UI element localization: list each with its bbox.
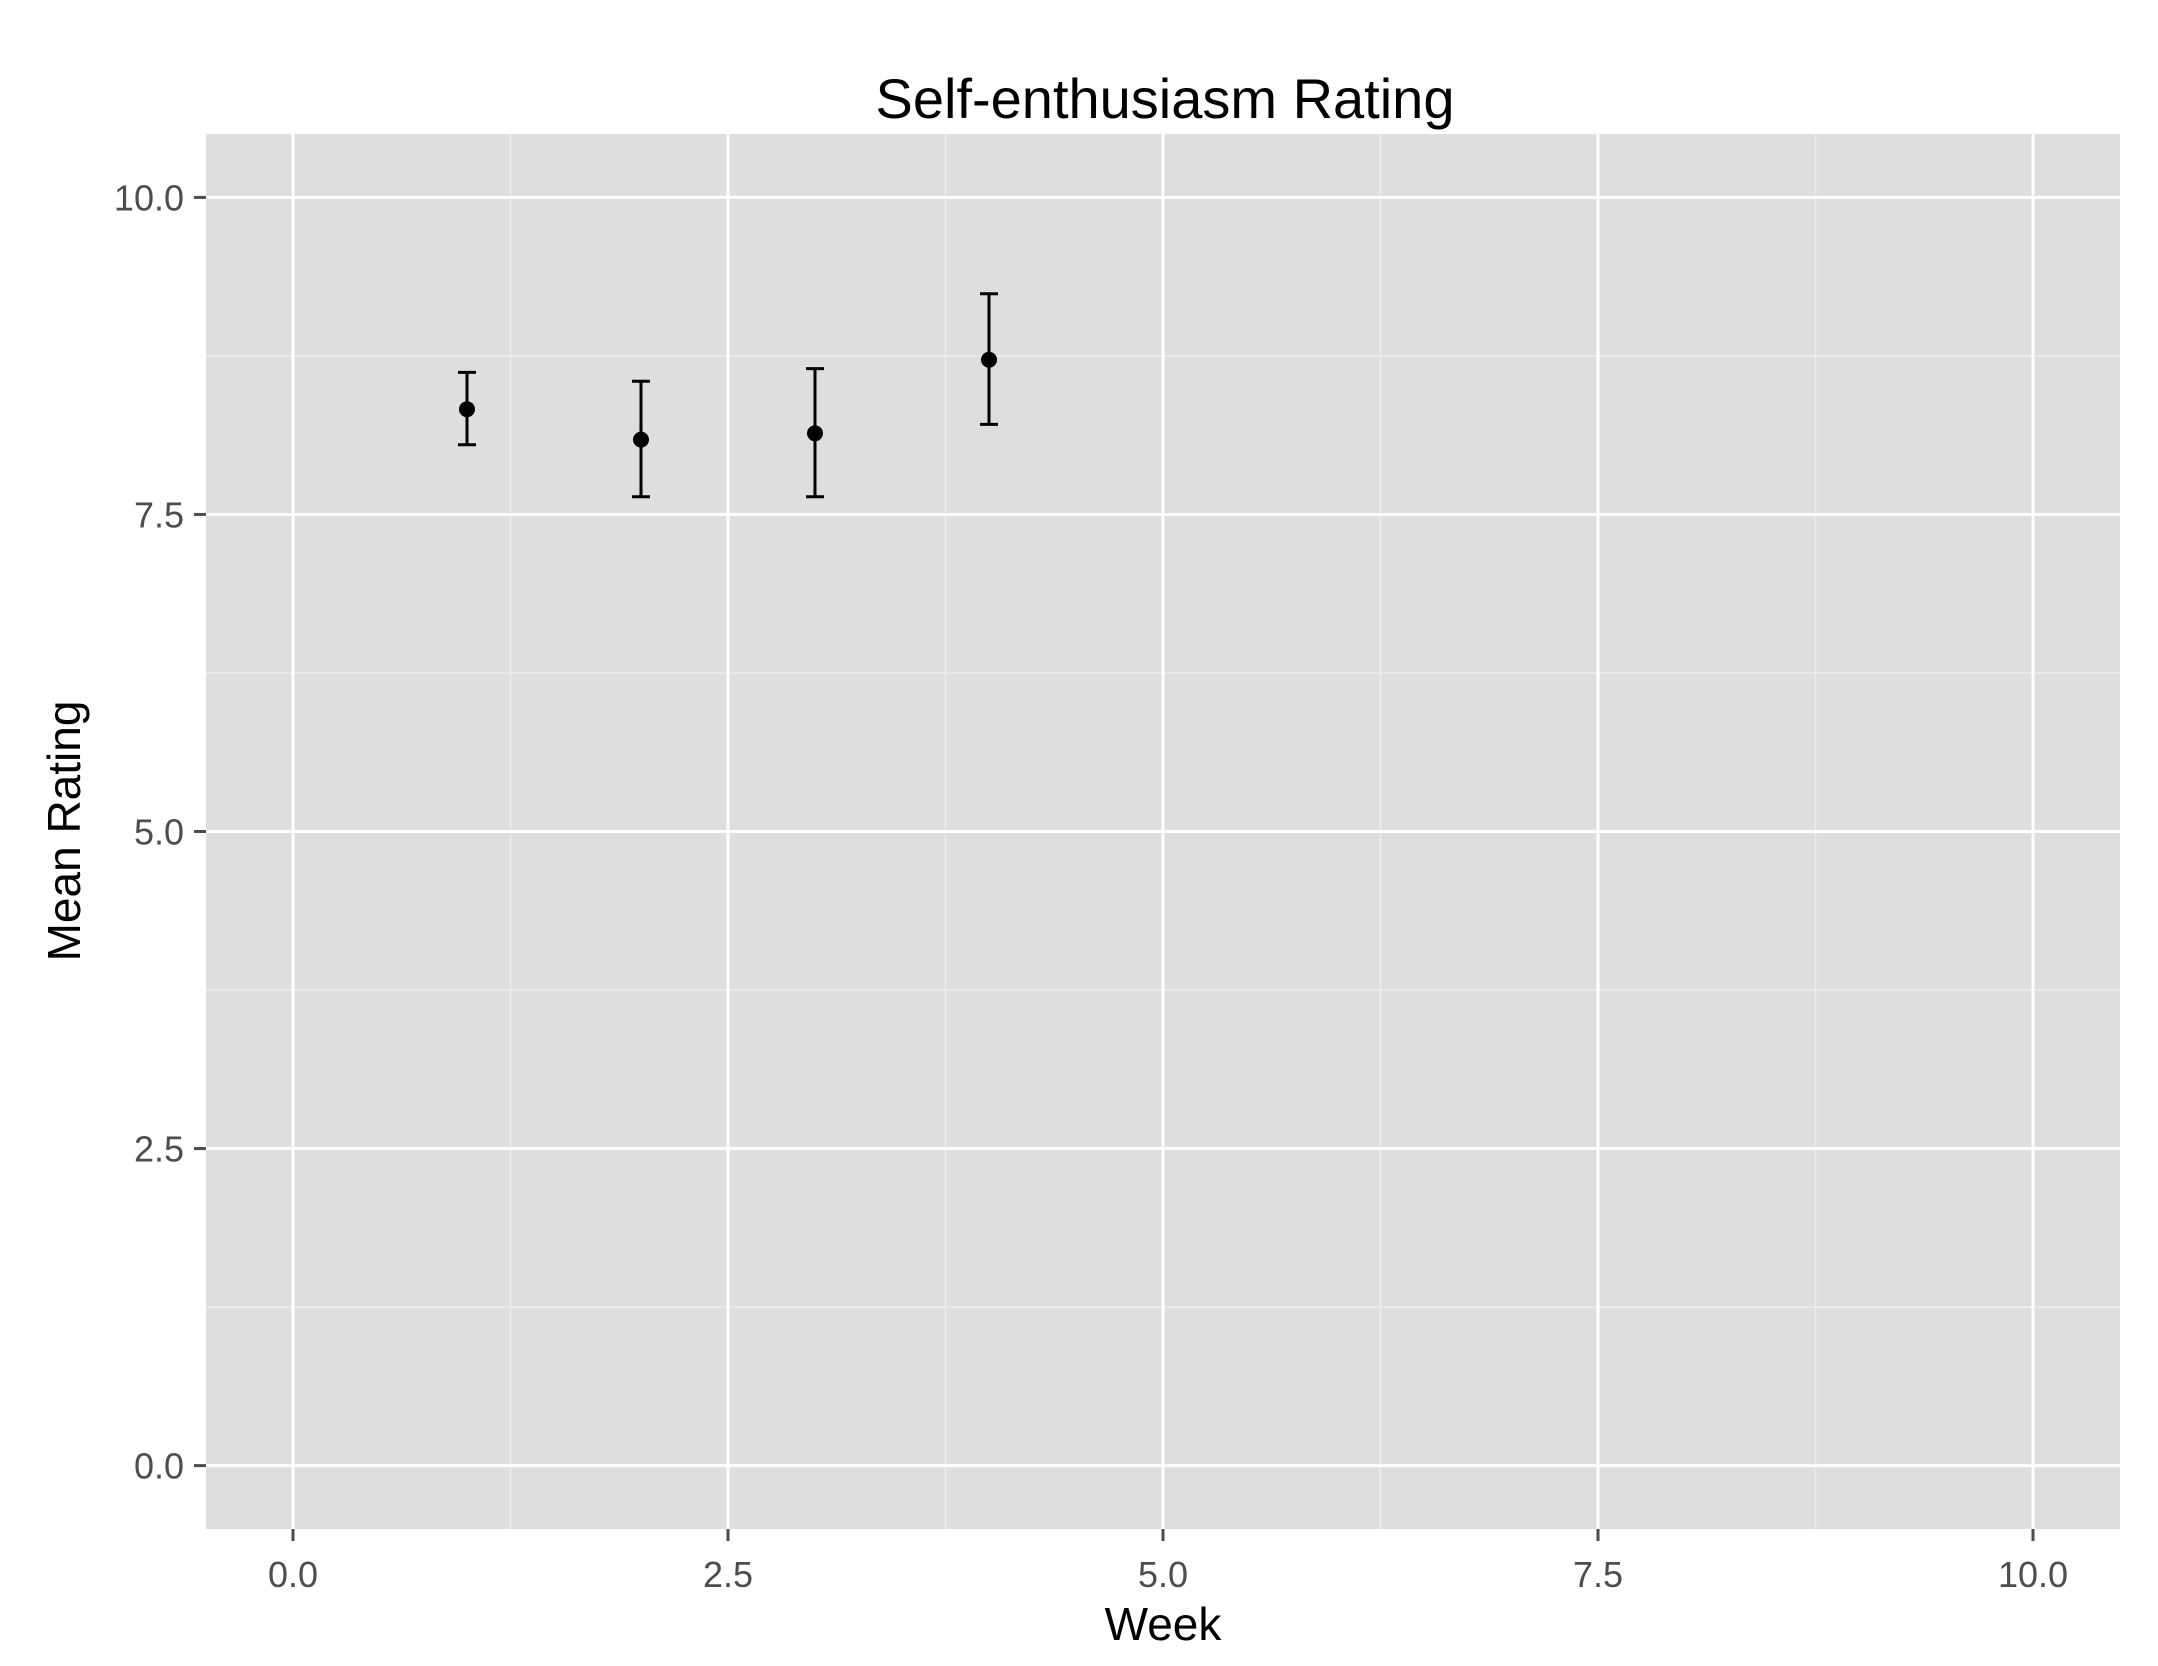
data-point — [633, 431, 649, 448]
x-tick-label: 0.0 — [268, 1554, 318, 1595]
x-tick-label: 5.0 — [1138, 1554, 1188, 1595]
x-tick-label: 7.5 — [1573, 1554, 1623, 1595]
y-tick-label: 5.0 — [134, 812, 184, 853]
data-point — [807, 425, 823, 442]
data-point — [981, 351, 997, 368]
y-tick-label: 10.0 — [114, 177, 184, 218]
x-tick-label: 10.0 — [1998, 1554, 2068, 1595]
y-tick-label: 7.5 — [134, 494, 184, 535]
x-axis-title: Week — [1105, 1598, 1223, 1650]
x-tick-label: 2.5 — [703, 1554, 753, 1595]
y-tick-label: 0.0 — [134, 1446, 184, 1487]
data-marks — [458, 292, 998, 499]
gridlines — [206, 134, 2120, 1529]
y-tick-label: 2.5 — [134, 1129, 184, 1170]
y-axis-title: Mean Rating — [38, 701, 90, 962]
axes: 0.0 2.5 5.0 7.5 10.0 0.0 2.5 5.0 7.5 10.0 — [114, 177, 2068, 1595]
chart-title: Self-enthusiasm Rating — [876, 67, 1455, 130]
data-point — [459, 401, 475, 418]
